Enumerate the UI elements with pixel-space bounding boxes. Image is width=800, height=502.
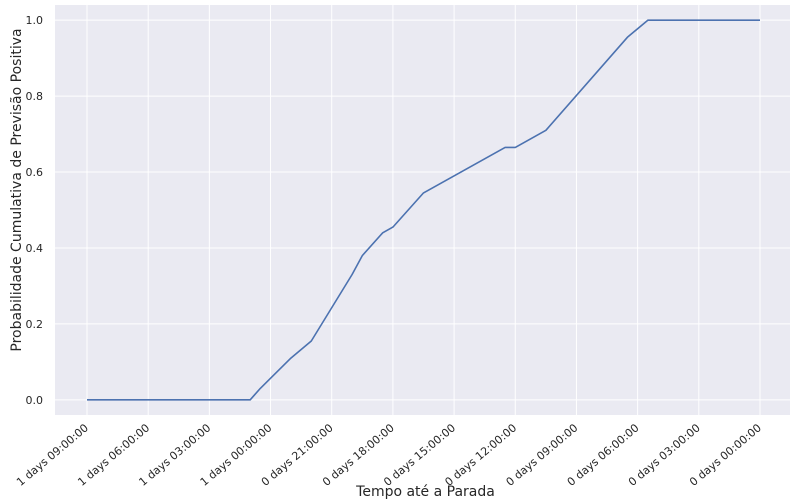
plot-area [55,5,790,415]
series-layer [87,19,760,401]
y-tick-label: 0.2 [26,318,44,331]
y-tick-label: 0.6 [26,166,44,179]
y-tick-label: 0.4 [26,242,44,255]
grid [55,5,790,415]
x-axis-label: Tempo até a Parada [355,484,495,500]
y-tick-label: 0.8 [26,90,44,103]
y-axis-label: Probabilidade Cumulativa de Previsão Pos… [9,28,25,351]
y-tick-label: 0.0 [26,394,44,407]
series-line [87,19,760,401]
y-tick-label: 1.0 [26,14,44,27]
